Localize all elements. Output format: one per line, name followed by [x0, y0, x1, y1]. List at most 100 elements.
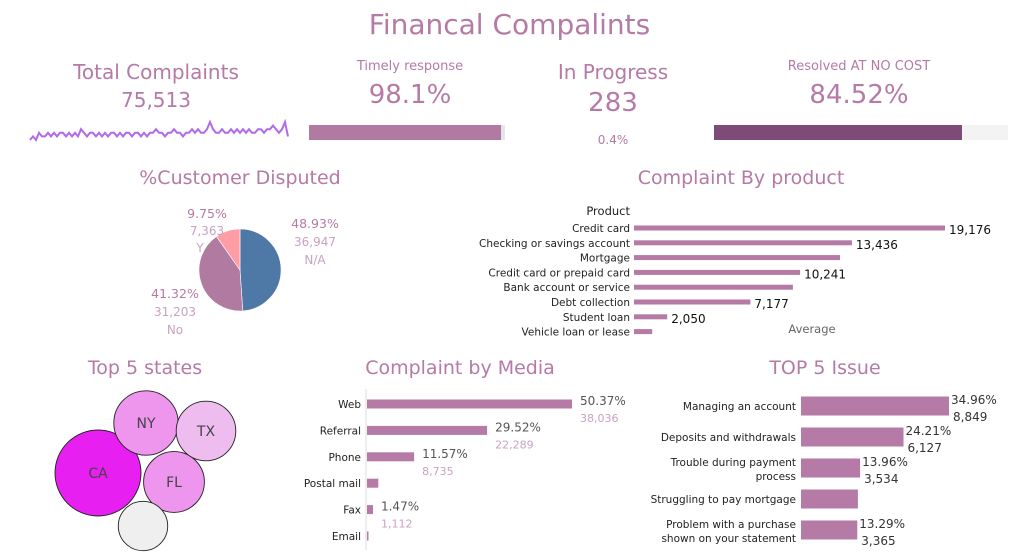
product-category-header: Product: [586, 204, 630, 218]
product-bar-5[interactable]: [634, 299, 751, 305]
pie-label-na-percent: 48.93%: [291, 216, 339, 231]
dashboard-title: Financal Compalints: [368, 8, 651, 41]
pie-slice-no[interactable]: [198, 236, 244, 312]
issue-bar-0[interactable]: [801, 396, 949, 416]
top-5-states-title: Top 5 states: [87, 357, 203, 379]
timely-response-label: Timely response: [356, 59, 464, 74]
issue-bar-1[interactable]: [801, 427, 904, 447]
total-complaints-sparkline: [29, 118, 289, 142]
pie-label-na-value: 36,947: [294, 235, 336, 249]
resolved-fill: [714, 125, 963, 140]
product-bar-7[interactable]: [634, 329, 653, 335]
state-bubble-2[interactable]: [143, 451, 205, 513]
state-bubble-3[interactable]: [175, 400, 237, 462]
product-label-4: Bank account or service: [503, 282, 630, 294]
state-label-0: CA: [88, 466, 108, 482]
product-label-1: Checking or savings account: [479, 238, 630, 250]
in-progress-label: In Progress: [557, 60, 669, 84]
issue-value-2: 3,534: [864, 472, 898, 486]
product-label-6: Student loan: [563, 312, 630, 324]
media-label-4: Fax: [343, 505, 361, 517]
timely-response-fill: [309, 125, 502, 140]
media-percent-0: 50.37%: [580, 394, 626, 408]
product-label-3: Credit card or prepaid card: [488, 267, 630, 279]
media-value-2: 8,735: [422, 465, 454, 478]
media-bar-4[interactable]: [367, 505, 373, 515]
media-value-1: 22,289: [495, 438, 534, 451]
issue-value-4: 3,365: [861, 534, 895, 548]
product-value-1: 13,436: [856, 238, 898, 252]
media-bar-1[interactable]: [367, 425, 488, 435]
product-bar-1[interactable]: [634, 240, 852, 246]
pie-slice-y[interactable]: [216, 228, 241, 271]
product-value-0: 19,176: [949, 223, 991, 237]
pie-label-no-percent: 41.32%: [151, 286, 199, 301]
top-5-issue-title: TOP 5 Issue: [769, 357, 881, 379]
resolved-label: Resolved AT NO COST: [787, 59, 931, 74]
issue-percent-1: 24.21%: [905, 424, 951, 438]
in-progress-value: 283: [588, 88, 638, 118]
pie-label-no-name: No: [167, 323, 183, 337]
pie-slice-n-a[interactable]: [239, 228, 282, 312]
issue-percent-4: 13.29%: [859, 517, 905, 531]
state-label-3: TX: [196, 424, 216, 440]
sparkline-series: [29, 118, 289, 142]
product-bar-4[interactable]: [634, 284, 793, 290]
issue-value-1: 6,127: [907, 441, 941, 455]
issue-label-2-0: Trouble during payment: [670, 457, 796, 469]
state-label-1: NY: [136, 416, 155, 432]
state-bubble-0[interactable]: [54, 429, 142, 517]
in-progress-percent: 0.4%: [597, 133, 629, 147]
state-bubble-4[interactable]: [117, 500, 169, 552]
product-value-5: 7,177: [754, 297, 788, 311]
pie-label-y-name: Y: [195, 241, 204, 255]
issue-percent-0: 34.96%: [951, 393, 997, 407]
product-bar-0[interactable]: [634, 225, 945, 231]
product-value-6: 2,050: [671, 312, 705, 326]
resolved-value: 84.52%: [809, 80, 909, 110]
media-label-0: Web: [338, 399, 361, 411]
complaint-by-media-chart: Web 50.37% 38,036 Referral 29.52% 22,289 Phone…: [304, 389, 626, 550]
media-bar-5[interactable]: [367, 531, 369, 541]
issue-label-1-0: Deposits and withdrawals: [661, 432, 796, 444]
issue-label-3-0: Struggling to pay mortgage: [651, 494, 796, 506]
issue-label-2-1: process: [756, 471, 796, 483]
complaint-by-product-title: Complaint By product: [637, 167, 845, 189]
customer-disputed-chart: 48.93% 36,947 N/A 41.32% 31,203 No 9.75%…: [151, 206, 339, 337]
issue-label-4-1: shown on your statement: [661, 533, 796, 545]
pie-label-y-value: 7,363: [190, 224, 224, 238]
media-bar-2[interactable]: [367, 452, 415, 462]
pie-label-y-percent: 9.75%: [187, 206, 227, 221]
media-bar-0[interactable]: [367, 399, 572, 409]
issue-percent-2: 13.96%: [862, 455, 908, 469]
timely-response-track: [309, 125, 505, 140]
media-bar-3[interactable]: [367, 478, 379, 488]
timely-response-value: 98.1%: [368, 80, 452, 110]
product-label-2: Mortgage: [580, 253, 630, 265]
issue-label-4-0: Problem with a purchase: [666, 519, 796, 531]
pie-label-na-name: N/A: [304, 253, 326, 267]
media-label-3: Postal mail: [304, 478, 361, 490]
issue-value-0: 8,849: [953, 410, 987, 424]
product-bar-2[interactable]: [634, 255, 840, 261]
product-bar-6[interactable]: [634, 314, 668, 320]
media-percent-4: 1.47%: [381, 500, 419, 514]
media-label-1: Referral: [320, 425, 361, 437]
product-label-5: Debt collection: [551, 297, 630, 309]
media-value-4: 1,112: [381, 518, 413, 531]
media-value-0: 38,036: [580, 412, 619, 425]
resolved-track: [714, 125, 1008, 140]
issue-bar-4[interactable]: [801, 520, 858, 540]
media-label-5: Email: [332, 531, 361, 543]
total-complaints-label: Total Complaints: [73, 60, 239, 84]
issue-bar-2[interactable]: [801, 458, 861, 478]
issue-label-0-0: Managing an account: [683, 401, 796, 413]
issue-bar-3[interactable]: [801, 489, 858, 509]
product-value-3: 10,241: [804, 267, 846, 281]
media-percent-1: 29.52%: [495, 420, 541, 434]
media-label-2: Phone: [328, 452, 361, 464]
top-5-issue-chart: Managing an account 34.96% 8,849 Deposits a…: [651, 393, 997, 548]
complaint-by-product-chart: Product Average Credit card 19,176 Checkin…: [479, 204, 991, 339]
product-bar-3[interactable]: [634, 269, 801, 275]
pie-slices: [198, 228, 282, 312]
